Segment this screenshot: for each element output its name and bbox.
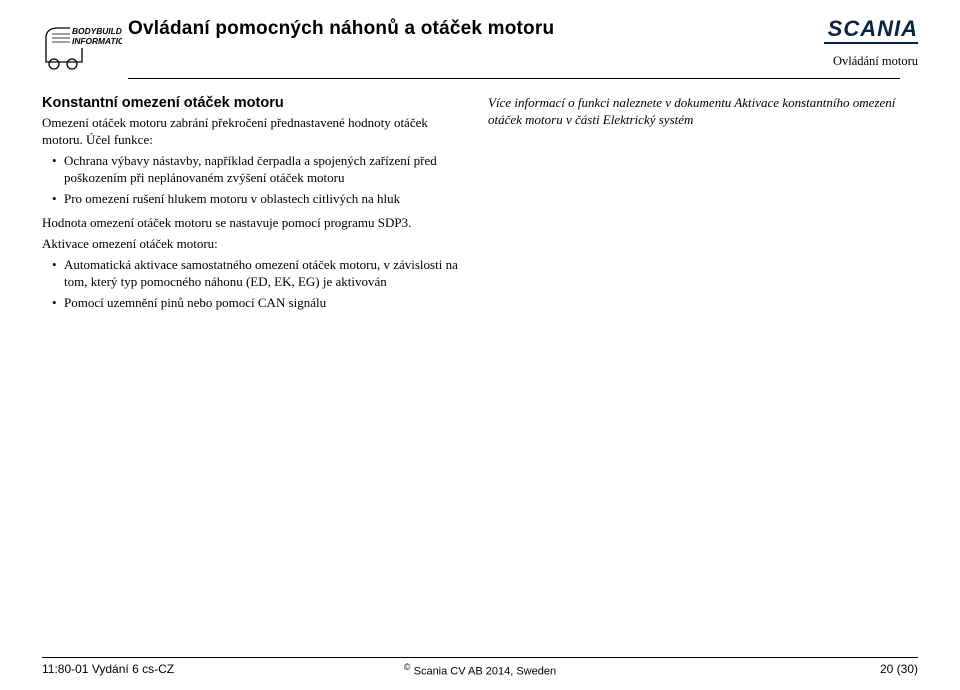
footer-center-text: Scania CV AB 2014, Sweden — [414, 666, 556, 678]
page: BODYBUILDING INFORMATION Ovládaní pomocn… — [0, 0, 960, 690]
right-column: Více informací o funkci naleznete v doku… — [482, 95, 900, 320]
left-column: Konstantní omezení otáček motoru Omezení… — [42, 95, 482, 320]
list-item: Pomocí uzemnění pinů nebo pomocí CAN sig… — [52, 295, 458, 312]
mid-paragraph-1: Hodnota omezení otáček motoru se nastavu… — [42, 215, 458, 232]
intro-paragraph: Omezení otáček motoru zabrání překročení… — [42, 115, 458, 149]
header-center: Ovládaní pomocných náhonů a otáček motor… — [122, 18, 822, 40]
doc-title: Ovládaní pomocných náhonů a otáček motor… — [128, 18, 822, 40]
page-category: Ovládání motoru — [822, 54, 918, 69]
logo-text-2: INFORMATION — [72, 36, 122, 46]
info-note: Více informací o funkci naleznete v doku… — [488, 95, 900, 129]
brand-underline — [824, 42, 918, 44]
footer-rule — [42, 657, 918, 658]
header: BODYBUILDING INFORMATION Ovládaní pomocn… — [42, 18, 918, 72]
logo-text-1: BODYBUILDING — [72, 26, 122, 36]
list-item: Ochrana výbavy nástavby, například čerpa… — [52, 153, 458, 187]
brand-block: SCANIA Ovládání motoru — [822, 18, 918, 69]
list-item: Automatická aktivace samostatného omezen… — [52, 257, 458, 291]
header-rule — [128, 78, 900, 79]
footer-center: © Scania CV AB 2014, Sweden — [42, 662, 918, 678]
brand-wordmark: SCANIA — [822, 18, 918, 40]
body-columns: Konstantní omezení otáček motoru Omezení… — [42, 95, 918, 320]
mid-paragraph-2: Aktivace omezení otáček motoru: — [42, 236, 458, 253]
copyright-symbol: © — [404, 662, 411, 672]
bullet-list-2: Automatická aktivace samostatného omezen… — [42, 257, 458, 312]
bullet-list-1: Ochrana výbavy nástavby, například čerpa… — [42, 153, 458, 208]
bodybuilder-logo: BODYBUILDING INFORMATION — [42, 18, 122, 72]
list-item: Pro omezení rušení hlukem motoru v oblas… — [52, 191, 458, 208]
footer: 11:80-01 Vydání 6 cs-CZ 20 (30) © Scania… — [42, 657, 918, 676]
section-heading: Konstantní omezení otáček motoru — [42, 95, 458, 111]
